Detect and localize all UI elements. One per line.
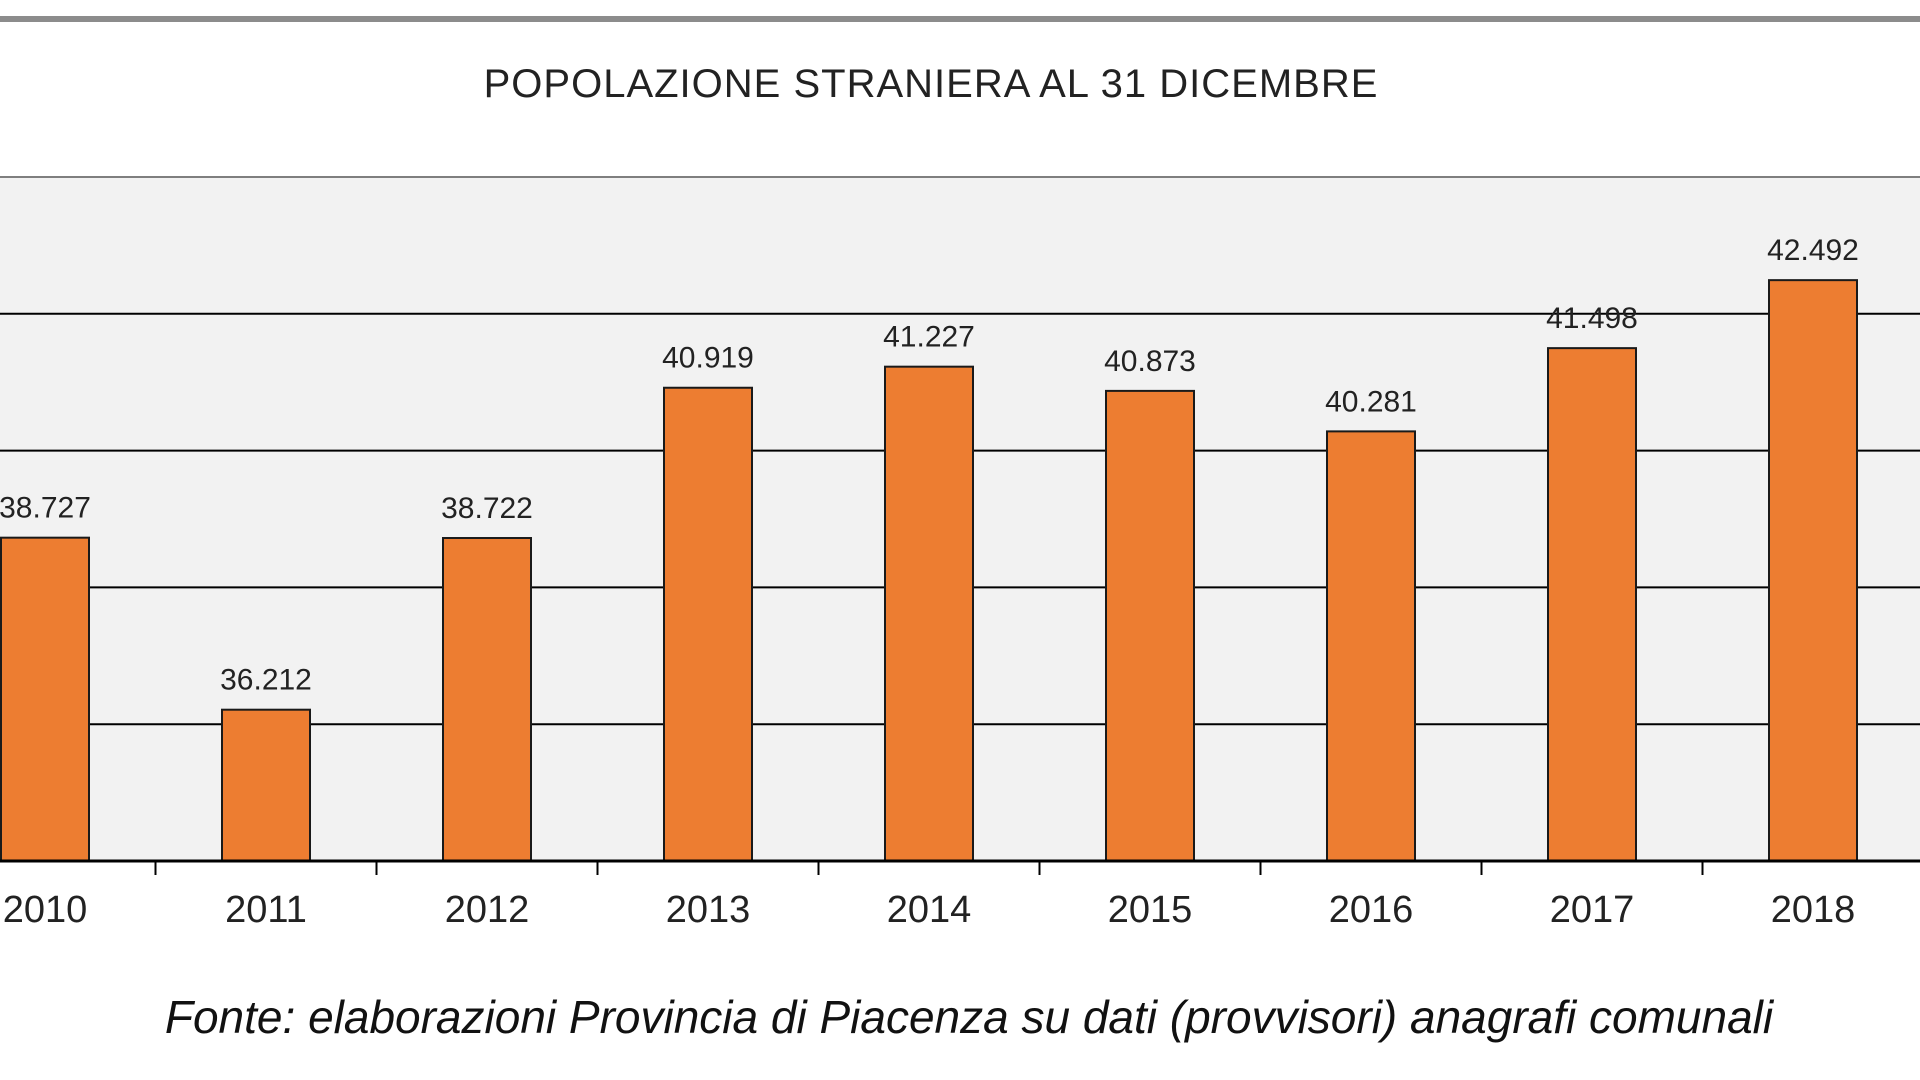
chart-title: POPOLAZIONE STRANIERA AL 31 DICEMBRE (483, 62, 1379, 106)
x-tick-label: 2018 (1771, 889, 1856, 931)
bar-chart: 38.727 36.212 38.722 40.919 41.227 40.873 40.2… (0, 176, 1920, 931)
x-tick-label: 2011 (225, 889, 307, 931)
data-label: 36.212 (220, 664, 312, 697)
data-labels: 38.727 36.212 38.722 40.919 41.227 40.873 40.2… (0, 234, 1859, 697)
x-tick-label: 2017 (1550, 889, 1635, 931)
bar (1547, 347, 1637, 863)
x-tick-label: 2010 (3, 889, 88, 931)
data-label: 41.498 (1546, 302, 1638, 335)
bar (442, 537, 532, 862)
bars (0, 279, 1858, 863)
source-note: Fonte: elaborazioni Provincia di Piacenz… (164, 991, 1774, 1043)
x-axis: 2010 2011 2012 2013 2014 2015 2016 2017 2018 (0, 859, 1920, 931)
data-label: 38.727 (0, 492, 91, 525)
data-label: 40.281 (1325, 385, 1417, 418)
data-label: 41.227 (883, 321, 975, 354)
bar (221, 708, 311, 863)
data-label: 42.492 (1767, 234, 1859, 267)
data-label: 40.919 (662, 342, 754, 375)
top-rule (0, 16, 1920, 22)
bar (1105, 389, 1195, 862)
bar (1326, 430, 1416, 862)
bar (884, 365, 974, 862)
bar (663, 386, 753, 862)
x-tick-label: 2013 (666, 889, 751, 931)
x-tick-label: 2016 (1329, 889, 1414, 931)
bar (0, 536, 90, 863)
x-tick-label: 2014 (887, 889, 972, 931)
x-tick-label: 2015 (1108, 889, 1193, 931)
bar (1768, 279, 1858, 862)
x-tick-label: 2012 (445, 889, 530, 931)
data-label: 40.873 (1104, 345, 1196, 378)
data-label: 38.722 (441, 492, 533, 525)
